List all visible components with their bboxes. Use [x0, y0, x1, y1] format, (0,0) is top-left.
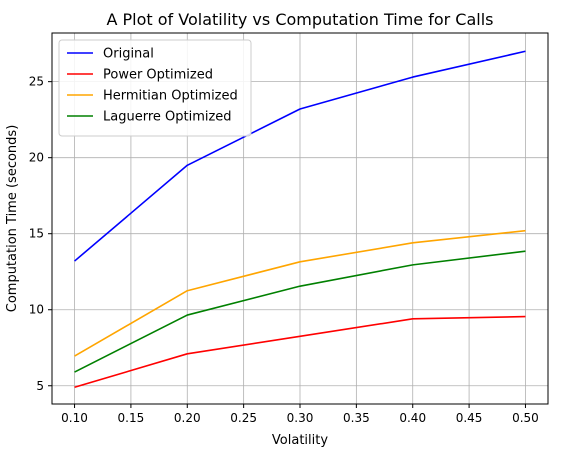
- x-tick-label: 0.15: [118, 411, 145, 425]
- x-tick-label: 0.50: [512, 411, 539, 425]
- x-tick-label: 0.25: [230, 411, 257, 425]
- x-tick-label: 0.45: [456, 411, 483, 425]
- grid-layer: [52, 33, 548, 404]
- legend-label-original: Original: [103, 47, 154, 62]
- y-axis-label: Computation Time (seconds): [5, 125, 20, 313]
- series-line-hermitian-optimized: [74, 229, 526, 357]
- series-line-laguerre-optimized: [74, 250, 526, 373]
- ticks-layer: 0.10 0.15 0.20 0.25 0.30 0.35 0.40 0.45 0.50 5 10 1…: [29, 75, 539, 425]
- legend-label-hermitian-optimized: Hermitian Optimized: [103, 89, 238, 104]
- y-tick-label: 20: [29, 151, 44, 165]
- legend-label-laguerre-optimized: Laguerre Optimized: [103, 110, 232, 125]
- series-line-power-optimized: [74, 315, 526, 389]
- y-tick-label: 5: [36, 379, 44, 393]
- y-tick-label: 10: [29, 303, 44, 317]
- series-line-original: [74, 50, 526, 262]
- y-tick-label: 15: [29, 227, 44, 241]
- series-layer: [74, 50, 526, 389]
- y-tick-label: 25: [29, 75, 44, 89]
- x-axis-label: Volatility: [272, 433, 328, 448]
- x-tick-label: 0.35: [343, 411, 370, 425]
- legend-label-power-optimized: Power Optimized: [103, 68, 213, 83]
- chart-title: A Plot of Volatility vs Computation Time…: [106, 10, 493, 29]
- x-tick-label: 0.20: [174, 411, 201, 425]
- x-tick-label: 0.30: [287, 411, 314, 425]
- x-tick-label: 0.40: [399, 411, 426, 425]
- x-tick-label: 0.10: [61, 411, 88, 425]
- legend-box: [58, 39, 252, 137]
- legend: Original Power Optimized Hermitian Optimiz…: [58, 39, 252, 137]
